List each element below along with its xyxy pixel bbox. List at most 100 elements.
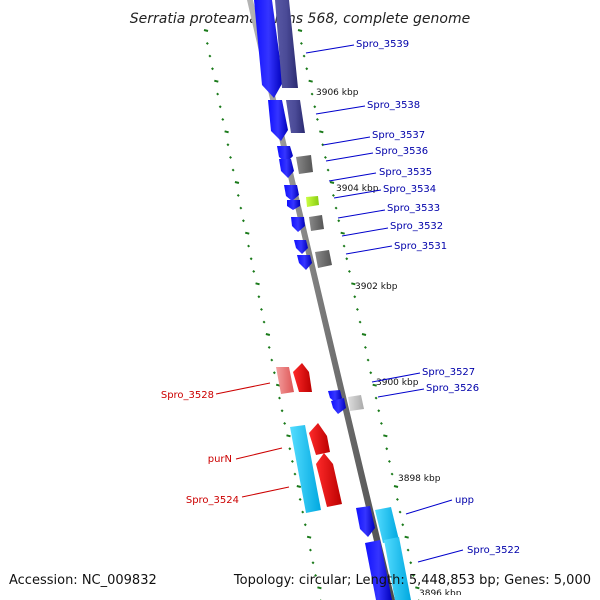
scale-tick [231,168,235,172]
scale-tick [390,472,394,476]
label-upp[interactable]: upp [455,495,474,506]
scale-label-3898: 3898 kbp [398,474,441,484]
label-spro-3537[interactable]: Spro_3537 [372,130,425,141]
label-spro-3522[interactable]: Spro_3522 [467,545,520,556]
gene-spro-3533[interactable] [309,215,324,231]
scale-tick [372,383,377,387]
accession-text: Accession: NC_009832 [9,573,157,588]
scale-tick [224,130,229,134]
gene-upp[interactable] [356,506,375,537]
scale-tick [415,586,420,590]
gene-spro-3532[interactable] [294,240,308,254]
scale-tick [252,269,256,273]
gene-spro-3538[interactable] [268,100,288,141]
gene-upp-cyan[interactable] [375,507,399,543]
label-spro-3538[interactable]: Spro_3538 [367,100,420,111]
scale-tick [409,561,413,565]
scale-tick [306,535,312,539]
scale-tick [308,79,313,83]
label-spro-3533[interactable]: Spro_3533 [387,203,440,214]
scale-tick [288,447,292,451]
gene-spro-3534-blue[interactable] [287,200,300,210]
gene-purn-cyan[interactable] [290,425,321,513]
gene-spro-3524[interactable] [316,453,342,507]
gene-spro-3522[interactable] [365,540,392,600]
gene-spro-3535[interactable] [284,185,299,201]
gene-spro-3534[interactable] [306,196,319,207]
scale-tick [383,434,388,438]
label-spro-3524[interactable]: Spro_3524 [186,495,239,506]
label-spro-3527[interactable]: Spro_3527 [422,367,475,378]
scale-tick [290,459,294,463]
scale-tick [313,105,317,109]
scale-tick [302,54,306,58]
gene-spro-3526[interactable] [348,395,364,411]
label-spro-3534[interactable]: Spro_3534 [383,184,436,195]
label-spro-3535[interactable]: Spro_3535 [379,167,432,178]
gene-labels: Spro_3539 Spro_3538 Spro_3537 Spro_3536 … [161,39,520,563]
scale-tick [317,586,322,590]
gene-spro-3539-pair[interactable] [275,0,298,88]
gene-spro-3533-blue[interactable] [291,217,305,232]
label-spro-3528[interactable]: Spro_3528 [161,390,214,401]
scale-tick [366,358,370,362]
genome-stats-text: Topology: circular; Length: 5,448,853 bp… [233,573,591,588]
scale-label-3896: 3896 kbp [419,589,462,599]
scale-tick [214,79,219,83]
label-spro-3526[interactable]: Spro_3526 [426,383,479,394]
gene-spro-3531[interactable] [315,250,332,268]
label-spro-3531[interactable]: Spro_3531 [394,241,447,252]
scale-tick [347,269,351,273]
scale-tick [401,523,405,527]
scale-tick [308,548,312,552]
label-purn[interactable]: purN [208,454,232,465]
scale-tick [385,447,389,451]
gene-purn[interactable] [309,423,330,455]
scale-tick [255,282,260,286]
scale-tick [278,396,281,400]
scale-label-3902: 3902 kbp [355,282,398,292]
gene-spro-3528[interactable] [276,367,294,394]
gene-spro-3537[interactable] [277,146,293,163]
scale-tick [329,181,335,184]
scale-tick [257,295,261,299]
scale-tick [358,320,362,324]
scale-tick [303,523,307,527]
gene-spro-3538-pair[interactable] [286,100,305,133]
scale-label-3904: 3904 kbp [336,184,379,194]
scale-tick [340,231,345,235]
scale-tick [298,497,302,501]
label-spro-3532[interactable]: Spro_3532 [390,221,443,232]
scale-label-3900: 3900 kbp [376,378,419,388]
gene-spro-3526-blue[interactable] [331,398,346,414]
scale-tick [229,155,232,159]
scale-tick [280,409,284,413]
scale-tick [270,358,274,362]
scale-tick [363,345,367,349]
gene-spro-3528-red[interactable] [293,363,312,392]
scale-tick [208,54,212,58]
scale-tick [260,307,263,311]
scale-labels: 3906 kbp 3904 kbp 3902 kbp 3900 kbp 3898… [316,88,462,599]
scale-tick [406,548,410,552]
scale-tick [337,219,341,223]
scale-tick [267,345,271,349]
gene-spro-3522-cyan[interactable] [384,537,411,600]
scale-tick [216,92,220,96]
gene-spro-3539[interactable] [254,0,283,98]
scale-tick [283,421,287,425]
scale-tick [377,409,381,413]
label-spro-3539[interactable]: Spro_3539 [356,39,409,50]
gene-spro-3531-blue[interactable] [297,255,312,270]
gene-spro-3536[interactable] [296,155,313,174]
scale-tick [323,155,327,159]
scale-tick [369,371,373,375]
label-spro-3536[interactable]: Spro_3536 [375,146,428,157]
scale-tick [241,219,245,223]
gene-spro-3536-blue[interactable] [279,159,294,178]
scale-tick [310,92,314,96]
scale-tick [205,41,209,45]
scale-tick [203,29,209,32]
scale-tick [293,472,297,476]
